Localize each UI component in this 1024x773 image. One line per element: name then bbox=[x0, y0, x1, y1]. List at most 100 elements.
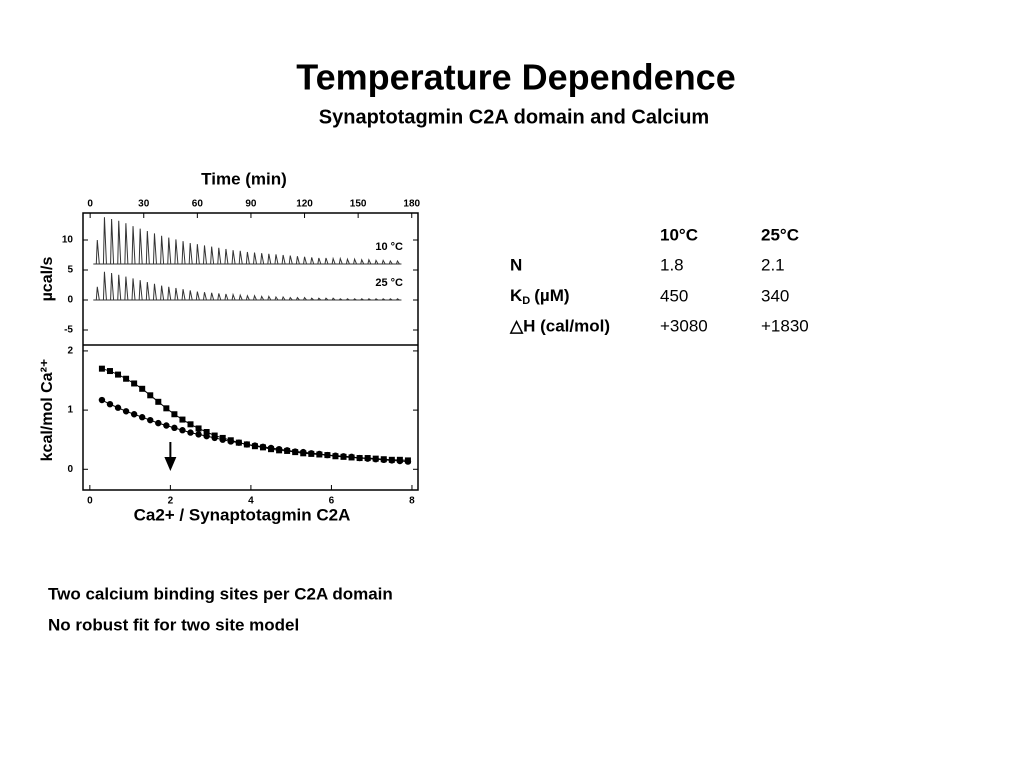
peak bbox=[303, 256, 308, 265]
peak bbox=[331, 297, 336, 301]
marker bbox=[235, 439, 243, 446]
peak bbox=[288, 255, 293, 265]
peak bbox=[274, 295, 279, 301]
peak bbox=[295, 256, 300, 265]
marker bbox=[98, 365, 105, 372]
peak bbox=[195, 291, 200, 301]
peak bbox=[281, 295, 286, 301]
marker bbox=[203, 432, 210, 440]
peak bbox=[110, 272, 115, 301]
peak bbox=[324, 297, 329, 301]
peak bbox=[124, 276, 129, 301]
peak bbox=[110, 218, 115, 265]
peak bbox=[396, 298, 400, 301]
peak bbox=[245, 294, 250, 301]
marker bbox=[316, 450, 323, 458]
peak bbox=[388, 298, 393, 301]
peak bbox=[202, 245, 207, 265]
peak bbox=[331, 256, 336, 265]
marker bbox=[195, 425, 202, 432]
x-tick-label: 90 bbox=[245, 199, 257, 210]
marker bbox=[291, 448, 299, 455]
peak bbox=[353, 257, 358, 265]
peak bbox=[224, 248, 229, 265]
marker bbox=[131, 380, 138, 387]
peak bbox=[188, 290, 193, 301]
peak bbox=[288, 296, 293, 301]
peak bbox=[367, 258, 372, 265]
peak bbox=[181, 289, 186, 301]
peak bbox=[152, 283, 157, 301]
peak bbox=[160, 235, 165, 265]
peak bbox=[374, 298, 379, 301]
peak bbox=[131, 278, 136, 301]
x-tick-label: 150 bbox=[350, 199, 367, 210]
marker bbox=[195, 431, 202, 438]
peak bbox=[238, 293, 243, 301]
x-tick-label: 2 bbox=[168, 496, 174, 507]
marker bbox=[187, 421, 194, 428]
y-tick-label: -5 bbox=[64, 325, 73, 336]
peak bbox=[253, 294, 257, 301]
peak bbox=[310, 297, 315, 301]
marker bbox=[348, 453, 355, 461]
peak bbox=[181, 241, 186, 265]
peak bbox=[346, 298, 350, 301]
marker bbox=[332, 452, 339, 459]
row-label: N bbox=[510, 255, 522, 274]
x-tick-label: 60 bbox=[192, 199, 204, 210]
y-axis-title: kcal/mol Ca²⁺ bbox=[39, 359, 56, 462]
peak bbox=[224, 293, 229, 301]
peak bbox=[238, 250, 243, 265]
peak bbox=[388, 259, 393, 265]
marker bbox=[163, 405, 170, 412]
table-cell: 2.1 bbox=[761, 255, 785, 274]
peak bbox=[253, 252, 258, 265]
x-tick-label: 30 bbox=[138, 199, 150, 210]
peak bbox=[117, 220, 122, 265]
marker bbox=[179, 416, 186, 423]
marker bbox=[300, 448, 307, 456]
marker bbox=[211, 434, 218, 442]
column-header: 10°C bbox=[660, 225, 698, 244]
peak bbox=[295, 296, 300, 301]
marker bbox=[163, 422, 170, 429]
marker bbox=[114, 404, 122, 411]
marker bbox=[340, 453, 347, 460]
row-label: △H (cal/mol) bbox=[509, 316, 610, 335]
y-axis-title: µcal/s bbox=[39, 257, 56, 302]
marker bbox=[139, 385, 146, 392]
marker bbox=[203, 429, 210, 435]
peak bbox=[95, 286, 100, 301]
marker bbox=[98, 396, 106, 404]
y-tick-label: 2 bbox=[67, 346, 73, 357]
peak bbox=[338, 256, 343, 265]
peak bbox=[353, 298, 357, 301]
x-tick-label: 0 bbox=[87, 199, 93, 210]
peak bbox=[217, 293, 222, 301]
peak bbox=[360, 258, 365, 265]
peak bbox=[167, 286, 172, 301]
table-cell: 450 bbox=[660, 286, 688, 305]
marker bbox=[138, 414, 146, 421]
peak bbox=[117, 274, 122, 301]
marker bbox=[243, 441, 251, 448]
peak bbox=[138, 228, 143, 265]
peak bbox=[195, 244, 200, 265]
x-tick-label: 6 bbox=[329, 496, 335, 507]
column-header: 25°C bbox=[761, 225, 799, 244]
x-tick-label: 120 bbox=[296, 199, 313, 210]
peak bbox=[138, 280, 143, 301]
peak bbox=[217, 247, 222, 265]
title: Temperature Dependence bbox=[296, 57, 735, 98]
marker bbox=[380, 456, 387, 464]
peak bbox=[188, 242, 193, 265]
peak bbox=[131, 226, 136, 265]
peak bbox=[381, 298, 386, 301]
subtitle: Synaptotagmin C2A domain and Calcium bbox=[319, 106, 709, 128]
peak bbox=[95, 239, 100, 265]
peak bbox=[152, 233, 157, 265]
marker bbox=[219, 436, 226, 443]
